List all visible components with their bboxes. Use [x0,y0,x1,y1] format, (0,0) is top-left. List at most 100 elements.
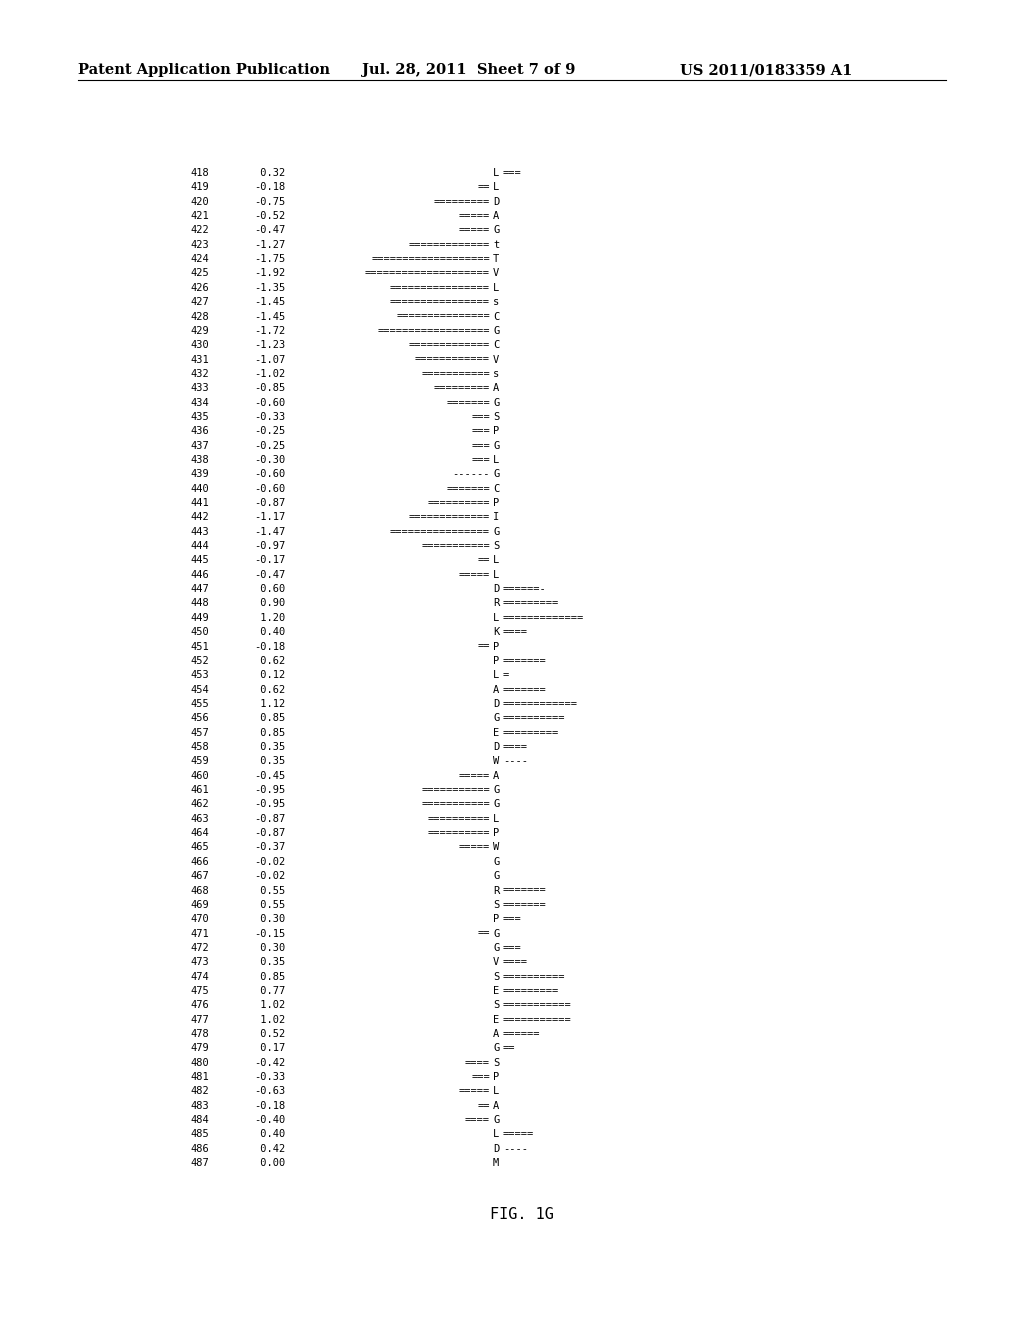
Text: -0.47: -0.47 [254,570,285,579]
Text: ===========: =========== [421,368,490,379]
Text: 458: 458 [190,742,209,752]
Text: -0.95: -0.95 [254,800,285,809]
Text: 1.20: 1.20 [254,612,285,623]
Text: 0.62: 0.62 [254,656,285,665]
Text: 440: 440 [190,483,209,494]
Text: -0.18: -0.18 [254,642,285,652]
Text: 0.17: 0.17 [254,1043,285,1053]
Text: 475: 475 [190,986,209,997]
Text: 473: 473 [190,957,209,968]
Text: 466: 466 [190,857,209,867]
Text: G: G [493,942,500,953]
Text: T: T [493,253,500,264]
Text: G: G [493,785,500,795]
Text: ===: === [471,426,490,437]
Text: ===: === [471,1072,490,1082]
Text: ------: ------ [453,470,490,479]
Text: 424: 424 [190,253,209,264]
Text: -0.33: -0.33 [254,1072,285,1082]
Text: -0.18: -0.18 [254,1101,285,1110]
Text: 0.00: 0.00 [254,1158,285,1168]
Text: 421: 421 [190,211,209,220]
Text: C: C [493,312,500,322]
Text: -1.72: -1.72 [254,326,285,335]
Text: -0.60: -0.60 [254,397,285,408]
Text: =======: ======= [446,397,490,408]
Text: A: A [493,211,500,220]
Text: 438: 438 [190,455,209,465]
Text: S: S [493,900,500,909]
Text: G: G [493,800,500,809]
Text: 418: 418 [190,168,209,178]
Text: 474: 474 [190,972,209,982]
Text: -1.47: -1.47 [254,527,285,537]
Text: G: G [493,470,500,479]
Text: t: t [493,240,500,249]
Text: -0.75: -0.75 [254,197,285,207]
Text: I: I [493,512,500,523]
Text: 430: 430 [190,341,209,350]
Text: D: D [493,585,500,594]
Text: ==========: ========== [503,972,565,982]
Text: 0.85: 0.85 [254,713,285,723]
Text: 0.55: 0.55 [254,900,285,909]
Text: -1.35: -1.35 [254,282,285,293]
Text: P: P [493,1072,500,1082]
Text: P: P [493,656,500,665]
Text: ----: ---- [503,756,528,767]
Text: ============: ============ [415,355,490,364]
Text: ==========: ========== [427,813,490,824]
Text: 425: 425 [190,268,209,279]
Text: 0.52: 0.52 [254,1030,285,1039]
Text: L: L [493,556,500,565]
Text: US 2011/0183359 A1: US 2011/0183359 A1 [680,63,852,77]
Text: 434: 434 [190,397,209,408]
Text: 0.30: 0.30 [254,915,285,924]
Text: ==: == [477,1101,490,1110]
Text: 477: 477 [190,1015,209,1024]
Text: ===============: =============== [396,312,490,322]
Text: 445: 445 [190,556,209,565]
Text: 463: 463 [190,813,209,824]
Text: A: A [493,383,500,393]
Text: 460: 460 [190,771,209,780]
Text: ====: ==== [465,1057,490,1068]
Text: ==========: ========== [427,498,490,508]
Text: 449: 449 [190,612,209,623]
Text: -0.17: -0.17 [254,556,285,565]
Text: =========: ========= [434,383,490,393]
Text: -1.92: -1.92 [254,268,285,279]
Text: =====: ===== [459,226,490,235]
Text: =======: ======= [503,685,547,694]
Text: 465: 465 [190,842,209,853]
Text: A: A [493,1101,500,1110]
Text: 0.32: 0.32 [254,168,285,178]
Text: 1.02: 1.02 [254,1001,285,1010]
Text: G: G [493,1043,500,1053]
Text: ==: == [477,556,490,565]
Text: S: S [493,541,500,552]
Text: ====: ==== [465,1115,490,1125]
Text: -1.45: -1.45 [254,312,285,322]
Text: =: = [503,671,509,680]
Text: 472: 472 [190,942,209,953]
Text: L: L [493,282,500,293]
Text: 456: 456 [190,713,209,723]
Text: ====: ==== [503,957,528,968]
Text: 469: 469 [190,900,209,909]
Text: =====: ===== [459,570,490,579]
Text: 442: 442 [190,512,209,523]
Text: 462: 462 [190,800,209,809]
Text: 428: 428 [190,312,209,322]
Text: -0.30: -0.30 [254,455,285,465]
Text: R: R [493,598,500,609]
Text: 443: 443 [190,527,209,537]
Text: 453: 453 [190,671,209,680]
Text: 0.42: 0.42 [254,1144,285,1154]
Text: ===================: =================== [372,253,490,264]
Text: -0.97: -0.97 [254,541,285,552]
Text: ================: ================ [390,282,490,293]
Text: =============: ============= [503,612,585,623]
Text: -0.18: -0.18 [254,182,285,193]
Text: 481: 481 [190,1072,209,1082]
